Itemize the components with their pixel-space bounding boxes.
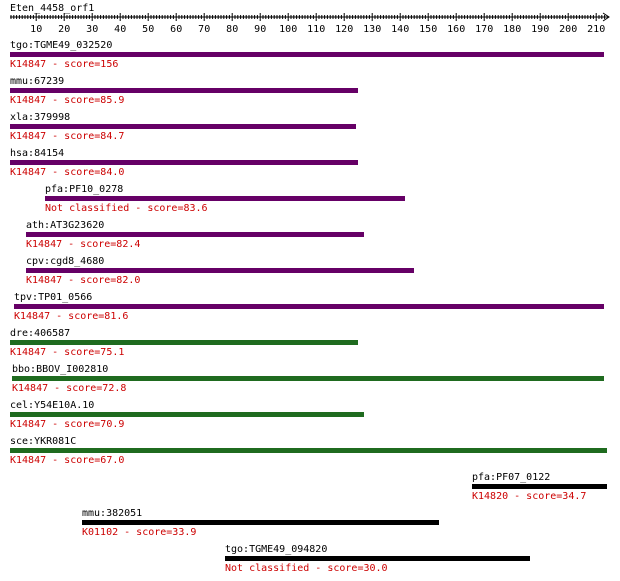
hit-annotation[interactable]: K14847 - score=82.0 <box>26 275 141 286</box>
alignment-bar[interactable] <box>10 412 364 417</box>
hit-name-link[interactable]: ath:AT3G23620 <box>26 220 105 231</box>
ruler-label: 130 <box>363 24 381 35</box>
ruler-arrow-icon <box>602 12 610 22</box>
ruler-label: 70 <box>198 24 210 35</box>
hit-annotation[interactable]: K14847 - score=84.7 <box>10 131 125 142</box>
hit-annotation[interactable]: Not classified - score=83.6 <box>45 203 208 214</box>
hit-name-link[interactable]: pfa:PF07_0122 <box>472 472 551 483</box>
ruler-label: 200 <box>559 24 577 35</box>
hit-annotation[interactable]: K01102 - score=33.9 <box>82 527 197 538</box>
hit-name-link[interactable]: cpv:cgd8_4680 <box>26 256 105 267</box>
ruler-label: 30 <box>86 24 98 35</box>
ruler-label: 60 <box>170 24 182 35</box>
hit-annotation[interactable]: K14847 - score=156 <box>10 59 119 70</box>
ruler-label: 80 <box>226 24 238 35</box>
ruler-label: 50 <box>142 24 154 35</box>
hit-name-link[interactable]: bbo:BBOV_I002810 <box>12 364 109 375</box>
hit-name-link[interactable]: cel:Y54E10A.10 <box>10 400 95 411</box>
hit-annotation[interactable]: K14847 - score=84.0 <box>10 167 125 178</box>
alignment-bar[interactable] <box>225 556 530 561</box>
ruler-label: 40 <box>114 24 126 35</box>
ruler-label: 210 <box>587 24 605 35</box>
ruler-label: 120 <box>335 24 353 35</box>
hit-annotation[interactable]: K14847 - score=82.4 <box>26 239 141 250</box>
ruler-label: 100 <box>279 24 297 35</box>
alignment-bar[interactable] <box>45 196 405 201</box>
alignment-bar[interactable] <box>10 124 356 129</box>
alignment-bar[interactable] <box>10 160 358 165</box>
hit-annotation[interactable]: K14847 - score=70.9 <box>10 419 125 430</box>
hit-annotation[interactable]: K14820 - score=34.7 <box>472 491 587 502</box>
hit-annotation[interactable]: K14847 - score=81.6 <box>14 311 129 322</box>
query-title: Eten_4458_orf1 <box>10 3 95 14</box>
hit-annotation[interactable]: K14847 - score=67.0 <box>10 455 125 466</box>
ruler-label: 90 <box>254 24 266 35</box>
hit-annotation[interactable]: K14847 - score=85.9 <box>10 95 125 106</box>
ruler-label: 110 <box>307 24 325 35</box>
alignment-bar[interactable] <box>472 484 607 489</box>
ruler-label: 180 <box>503 24 521 35</box>
alignment-bar[interactable] <box>10 448 607 453</box>
hit-name-link[interactable]: tgo:TGME49_032520 <box>10 40 113 51</box>
hit-name-link[interactable]: pfa:PF10_0278 <box>45 184 124 195</box>
alignment-bar[interactable] <box>12 376 604 381</box>
hit-name-link[interactable]: mmu:382051 <box>82 508 143 519</box>
alignment-bar[interactable] <box>26 232 364 237</box>
hit-name-link[interactable]: tgo:TGME49_094820 <box>225 544 328 555</box>
ruler-label: 160 <box>447 24 465 35</box>
ruler-label: 170 <box>475 24 493 35</box>
hit-name-link[interactable]: tpv:TP01_0566 <box>14 292 93 303</box>
alignment-bar[interactable] <box>82 520 439 525</box>
alignment-bar[interactable] <box>14 304 604 309</box>
alignment-bar[interactable] <box>26 268 414 273</box>
position-ruler: 10 20 30 40 50 60 70 80 90 100 110 120 130 140 150 160 1… <box>10 12 610 35</box>
hit-name-link[interactable]: xla:379998 <box>10 112 71 123</box>
alignment-bar[interactable] <box>10 52 604 57</box>
ruler-label: 190 <box>531 24 549 35</box>
ruler-label: 10 <box>30 24 42 35</box>
ruler-label: 150 <box>419 24 437 35</box>
hit-name-link[interactable]: mmu:67239 <box>10 76 65 87</box>
hit-name-link[interactable]: dre:406587 <box>10 328 71 339</box>
alignment-bar[interactable] <box>10 88 358 93</box>
hit-name-link[interactable]: sce:YKR081C <box>10 436 77 447</box>
hit-annotation[interactable]: Not classified - score=30.0 <box>225 563 388 574</box>
hit-annotation[interactable]: K14847 - score=75.1 <box>10 347 125 358</box>
alignment-bar[interactable] <box>10 340 358 345</box>
hit-name-link[interactable]: hsa:84154 <box>10 148 65 159</box>
ruler-label: 140 <box>391 24 409 35</box>
ruler-label: 20 <box>58 24 70 35</box>
hit-annotation[interactable]: K14847 - score=72.8 <box>12 383 127 394</box>
